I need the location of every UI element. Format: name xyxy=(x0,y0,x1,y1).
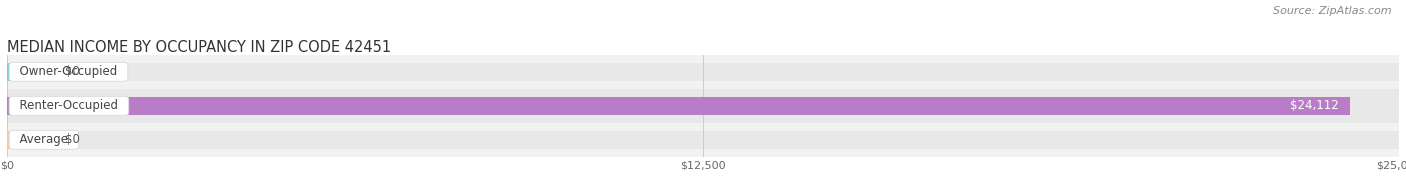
Bar xyxy=(7,97,1399,115)
Bar xyxy=(7,97,1350,115)
Bar xyxy=(7,131,45,149)
Text: Owner-Occupied: Owner-Occupied xyxy=(13,65,125,78)
Bar xyxy=(7,63,45,81)
Text: $0: $0 xyxy=(65,65,79,78)
Bar xyxy=(7,89,1399,123)
Text: $0: $0 xyxy=(65,133,79,146)
Text: Average: Average xyxy=(13,133,76,146)
Bar xyxy=(7,131,1399,149)
Bar xyxy=(7,55,1399,89)
Bar xyxy=(7,123,1399,157)
Text: $24,112: $24,112 xyxy=(1289,99,1339,112)
Text: Renter-Occupied: Renter-Occupied xyxy=(13,99,125,112)
Bar xyxy=(7,63,1399,81)
Bar xyxy=(7,97,45,115)
Text: Source: ZipAtlas.com: Source: ZipAtlas.com xyxy=(1274,6,1392,16)
Text: MEDIAN INCOME BY OCCUPANCY IN ZIP CODE 42451: MEDIAN INCOME BY OCCUPANCY IN ZIP CODE 4… xyxy=(7,40,391,55)
